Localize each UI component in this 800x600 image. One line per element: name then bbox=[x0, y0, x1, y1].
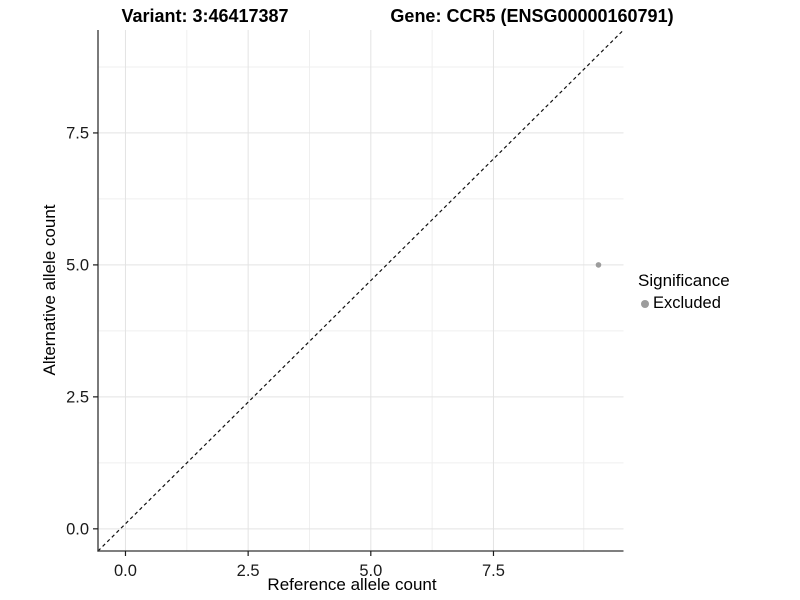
legend-title: Significance bbox=[638, 271, 730, 290]
x-axis-title: Reference allele count bbox=[267, 575, 437, 594]
legend-point-icon bbox=[641, 299, 649, 308]
legend-item-excluded: Excluded bbox=[641, 294, 730, 313]
data-point bbox=[595, 262, 602, 268]
legend-item-label: Excluded bbox=[653, 294, 721, 312]
gene-title: Gene: CCR5 (ENSG00000160791) bbox=[390, 6, 674, 26]
legend: Significance Excluded bbox=[638, 271, 730, 313]
y-tick-label: 0.0 bbox=[66, 520, 89, 538]
x-tick-label: 5.0 bbox=[359, 562, 382, 580]
axis-lines bbox=[97, 30, 624, 552]
x-tick-label: 0.0 bbox=[114, 562, 137, 580]
axis-ticks bbox=[93, 132, 495, 556]
major-gridlines bbox=[98, 30, 624, 551]
y-tick-label: 7.5 bbox=[66, 124, 89, 142]
variant-title: Variant: 3:46417387 bbox=[121, 6, 289, 26]
x-tick-label: 7.5 bbox=[482, 562, 505, 580]
x-tick-label: 2.5 bbox=[237, 562, 260, 580]
identity-line bbox=[97, 29, 624, 552]
minor-gridlines bbox=[98, 30, 624, 551]
y-tick-label: 2.5 bbox=[66, 388, 89, 406]
tick-labels: 0.0 2.5 5.0 7.5 0.0 2.5 5.0 7.5 bbox=[66, 124, 505, 580]
y-tick-label: 5.0 bbox=[66, 256, 89, 274]
data-points bbox=[595, 262, 602, 268]
y-axis-title: Alternative allele count bbox=[40, 204, 59, 376]
